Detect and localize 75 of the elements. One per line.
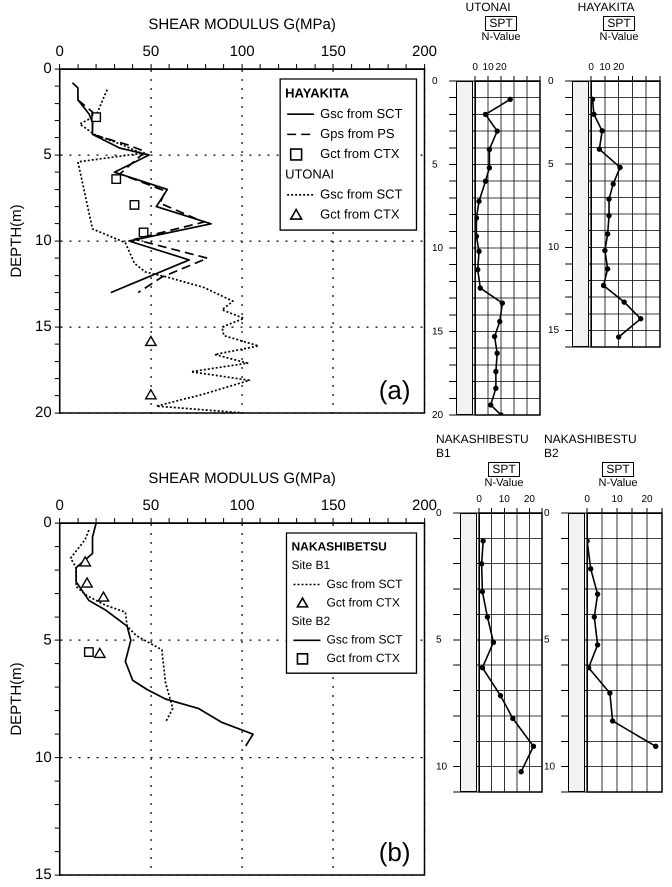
chart-subtitle: SPT bbox=[485, 16, 517, 31]
y-tick-label: 15 bbox=[548, 325, 560, 336]
legend-label: Gsc from SCT bbox=[320, 106, 403, 121]
x-tick-label: 20 bbox=[641, 494, 654, 505]
x-tick-label: 0 bbox=[584, 494, 590, 505]
x-tick-label: 20 bbox=[524, 494, 536, 505]
legend-title: HAYAKITA bbox=[285, 86, 350, 101]
annotation: Site B2 bbox=[291, 614, 330, 628]
x-tick-label: 10 bbox=[498, 494, 510, 505]
chart-title: NAKASHIBESTU B1 bbox=[436, 432, 529, 460]
chart-title: UTONAI bbox=[464, 0, 512, 14]
x-tick-label: 0 bbox=[476, 494, 482, 505]
chart-title: NAKASHIBESTU B2 bbox=[544, 432, 637, 460]
x-tick-label: 100 bbox=[230, 497, 255, 514]
x-axis-title: N-Value bbox=[598, 31, 640, 44]
x-tick-label: 0 bbox=[56, 497, 64, 514]
legend-label: Gsc from SCT bbox=[326, 632, 404, 647]
legend-label: Gsc from SCT bbox=[326, 576, 404, 591]
y-tick-label: 20 bbox=[432, 410, 444, 421]
y-tick-label: 0 bbox=[43, 514, 52, 532]
y-tick-label: 5 bbox=[432, 159, 438, 170]
x-tick-label: 20 bbox=[613, 62, 625, 73]
y-tick-label: 5 bbox=[43, 146, 52, 164]
y-tick-label: 10 bbox=[34, 748, 52, 766]
x-tick-label: 10 bbox=[612, 494, 624, 505]
annotation: UTONAI bbox=[285, 166, 334, 182]
legend-label: Gct from CTX bbox=[320, 146, 400, 162]
y-tick-label: 15 bbox=[34, 318, 52, 336]
x-axis-title: N-Value bbox=[598, 477, 638, 490]
legend-label: Gsc from SCT bbox=[320, 186, 403, 202]
y-tick-label: 10 bbox=[548, 242, 560, 253]
y-tick-label: 5 bbox=[436, 634, 442, 646]
y-tick-label: 10 bbox=[34, 232, 52, 250]
y-tick-label: 5 bbox=[43, 631, 52, 648]
legend-label: Gct from CTX bbox=[326, 651, 400, 666]
x-tick-label: 50 bbox=[142, 497, 160, 514]
x-tick-label: 100 bbox=[230, 43, 255, 60]
x-tick-label: 150 bbox=[320, 497, 346, 514]
x-axis-title: N-Value bbox=[484, 477, 524, 490]
x-tick-label: 0 bbox=[472, 62, 478, 73]
y-axis-title: DEPTH(m) bbox=[8, 662, 26, 736]
chart-subtitle: SPT bbox=[603, 16, 635, 31]
y-tick-label: 10 bbox=[544, 761, 556, 772]
y-tick-label: 15 bbox=[432, 326, 444, 338]
x-tick-label: 10 bbox=[482, 62, 494, 73]
legend-title: NAKASHIBETSU bbox=[291, 540, 387, 554]
y-tick-label: 0 bbox=[548, 76, 554, 87]
y-tick-label: 10 bbox=[432, 242, 444, 254]
x-tick-label: 150 bbox=[320, 43, 346, 60]
chart-subtitle: SPT bbox=[602, 462, 634, 477]
x-tick-label: 200 bbox=[412, 43, 437, 60]
legend-label: Gct from CTX bbox=[326, 595, 400, 610]
x-axis-title: SHEAR MODULUS G(MPa) bbox=[148, 16, 336, 34]
legend-label: Gps from PS bbox=[320, 126, 395, 141]
annotation: (a) bbox=[378, 375, 410, 406]
y-tick-label: 5 bbox=[544, 634, 550, 646]
x-tick-label: 0 bbox=[588, 62, 594, 73]
x-tick-label: 50 bbox=[142, 43, 160, 60]
x-axis-title: SHEAR MODULUS G(MPa) bbox=[148, 470, 336, 488]
x-tick-label: 10 bbox=[599, 62, 611, 73]
y-tick-label: 15 bbox=[34, 866, 52, 884]
y-tick-label: 0 bbox=[432, 76, 438, 87]
annotation: (b) bbox=[378, 837, 410, 868]
y-tick-label: 20 bbox=[34, 404, 52, 422]
annotation: Site B1 bbox=[291, 558, 330, 572]
x-tick-label: 20 bbox=[496, 62, 508, 73]
legend-label: Gct from CTX bbox=[320, 206, 400, 222]
y-tick-label: 10 bbox=[436, 761, 448, 772]
x-tick-label: 200 bbox=[412, 497, 437, 514]
y-axis-title: DEPTH(m) bbox=[8, 204, 26, 278]
chart-subtitle: SPT bbox=[488, 462, 520, 477]
x-tick-label: 0 bbox=[56, 43, 64, 60]
y-tick-label: 5 bbox=[548, 158, 554, 170]
x-axis-title: N-Value bbox=[480, 31, 522, 44]
chart-title: HAYAKITA bbox=[576, 0, 636, 14]
